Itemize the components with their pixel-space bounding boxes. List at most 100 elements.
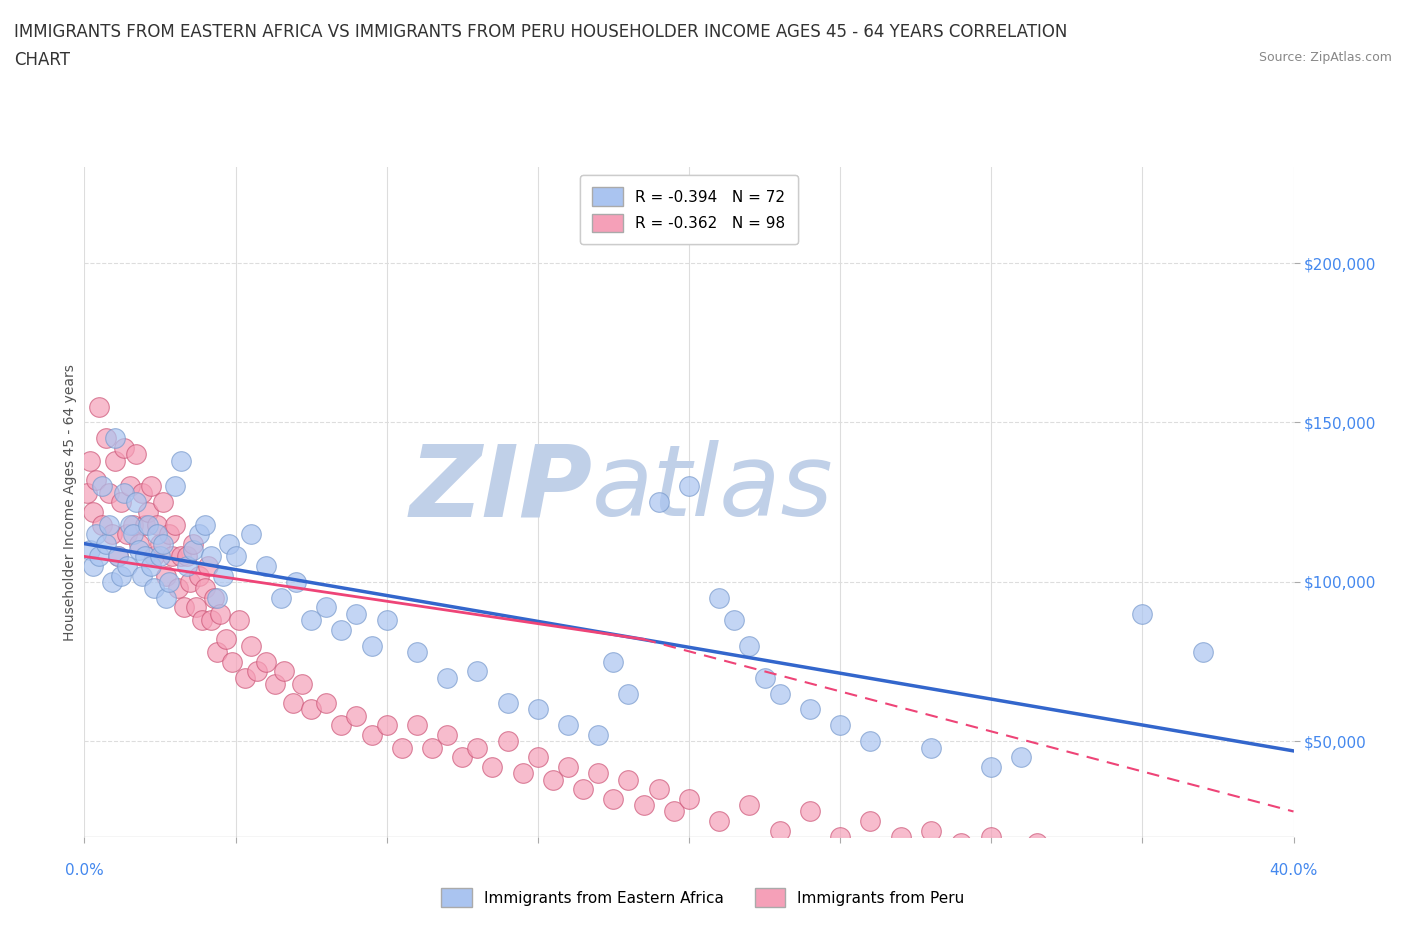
Point (82, 559, 104, 574)
Point (588, 727, 610, 742)
Point (330, 622, 353, 637)
Point (406, 644, 429, 659)
Point (197, 559, 219, 574)
Point (263, 676, 285, 691)
Point (149, 537, 172, 551)
Point (131, 485, 153, 500)
Point (291, 676, 314, 691)
Point (723, 613, 745, 628)
Point (167, 581, 190, 596)
Point (152, 537, 174, 551)
Point (633, 798, 655, 813)
Point (118, 479, 141, 494)
Point (920, 823, 942, 838)
Point (128, 537, 150, 551)
Point (97, 485, 120, 500)
Point (89, 399, 111, 414)
Point (125, 447, 148, 462)
Point (207, 591, 229, 605)
Point (754, 671, 776, 685)
Point (496, 734, 519, 749)
Point (139, 559, 162, 574)
Point (541, 772, 564, 787)
Point (176, 549, 198, 564)
Point (128, 542, 150, 557)
Point (799, 804, 821, 819)
Point (157, 575, 180, 590)
Point (254, 559, 277, 574)
Point (112, 485, 135, 500)
Point (1071, 861, 1094, 876)
Point (131, 568, 153, 583)
Point (950, 836, 973, 851)
Point (239, 638, 262, 653)
Point (228, 613, 250, 628)
Point (215, 631, 238, 646)
Point (225, 549, 247, 564)
Point (149, 549, 172, 564)
Point (209, 606, 232, 621)
Point (97, 517, 120, 532)
Point (165, 517, 187, 532)
Point (100, 575, 122, 590)
Point (496, 696, 519, 711)
Point (91, 479, 114, 494)
Point (181, 537, 204, 551)
Point (859, 734, 882, 749)
Point (200, 613, 222, 628)
Point (125, 495, 148, 510)
Point (112, 441, 135, 456)
Point (602, 654, 624, 669)
Point (738, 798, 761, 813)
Point (662, 804, 685, 819)
Point (375, 613, 398, 628)
Point (155, 591, 177, 605)
Point (233, 671, 256, 685)
Point (146, 517, 169, 532)
Point (176, 559, 198, 574)
Point (617, 686, 640, 701)
Point (186, 600, 208, 615)
Text: ZIP: ZIP (409, 440, 592, 538)
Point (191, 613, 214, 628)
Point (79, 453, 101, 468)
Point (709, 591, 731, 605)
Point (115, 526, 138, 541)
Point (557, 760, 579, 775)
Point (360, 638, 382, 653)
Point (76, 485, 98, 500)
Point (315, 600, 337, 615)
Point (94, 537, 117, 551)
Point (239, 526, 262, 541)
Point (188, 568, 211, 583)
Point (155, 568, 177, 583)
Point (157, 526, 180, 541)
Point (118, 517, 141, 532)
Point (179, 575, 201, 590)
Point (146, 526, 169, 541)
Point (648, 782, 671, 797)
Point (134, 549, 156, 564)
Text: 0.0%: 0.0% (65, 862, 104, 878)
Point (738, 638, 761, 653)
Point (406, 718, 429, 733)
Point (170, 453, 193, 468)
Point (221, 654, 243, 669)
Point (91, 517, 114, 532)
Point (107, 549, 129, 564)
Point (110, 495, 132, 510)
Point (115, 559, 138, 574)
Point (572, 782, 595, 797)
Point (165, 479, 187, 494)
Point (527, 702, 550, 717)
Point (527, 750, 550, 764)
Point (139, 479, 162, 494)
Point (121, 526, 143, 541)
Point (254, 654, 277, 669)
Point (207, 644, 229, 659)
Point (160, 549, 183, 564)
Point (617, 772, 640, 787)
Point (1025, 836, 1047, 851)
Point (588, 765, 610, 780)
Point (1130, 606, 1153, 621)
